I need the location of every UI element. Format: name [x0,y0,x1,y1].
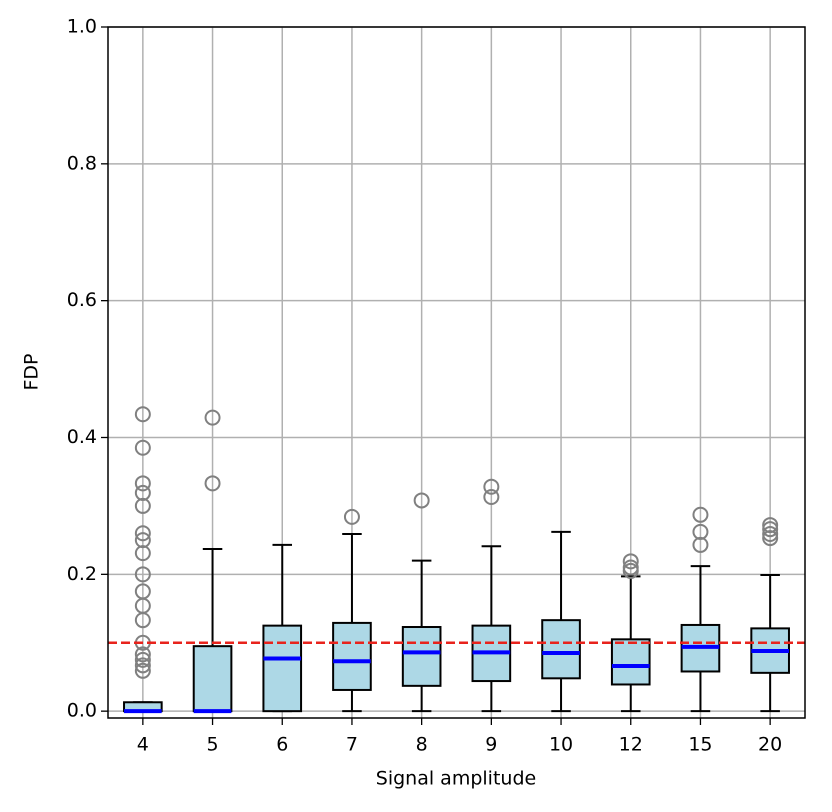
x-tick-label: 7 [346,734,358,756]
box [541,619,581,680]
flier [413,492,430,509]
box [610,638,651,686]
flier [692,536,709,553]
flier [134,657,151,674]
box [332,621,372,691]
flier [762,521,779,538]
flier [483,489,500,506]
x-tick-label: 8 [416,734,428,756]
flier [762,525,779,542]
flier [134,545,151,562]
y-tick-label: 0.8 [67,152,97,174]
box [192,645,233,713]
flier [762,517,779,534]
x-tick-label: 5 [207,734,219,756]
flier [134,646,151,663]
x-tick-label: 12 [619,734,643,756]
flier [134,406,151,423]
flier [134,484,151,501]
flier [134,566,151,583]
plot-frame [107,26,806,719]
flier [692,523,709,540]
y-tick-label: 0.6 [67,289,97,311]
flier [762,530,779,547]
y-tick-label: 0.0 [67,700,97,722]
box [401,626,442,687]
flier [692,506,709,523]
flier [134,662,151,679]
flier [134,475,151,492]
x-tick-label: 10 [549,734,573,756]
x-tick-label: 4 [137,734,149,756]
flier [134,651,151,668]
flier [134,612,151,629]
flier [622,562,639,579]
flier [204,409,221,426]
box [262,624,303,713]
y-tick-label: 1.0 [67,16,97,38]
flier [134,525,151,542]
x-tick-label: 20 [758,734,782,756]
x-tick-label: 6 [276,734,288,756]
flier [483,478,500,495]
x-axis-label: Signal amplitude [376,768,536,790]
flier [622,553,639,570]
flier [134,532,151,549]
y-tick-label: 0.2 [67,563,97,585]
x-tick-label: 15 [688,734,712,756]
x-tick-label: 9 [485,734,497,756]
flier [134,439,151,456]
y-tick-label: 0.4 [67,426,97,448]
flier [134,497,151,514]
flier [343,508,360,525]
y-axis-label: FDP [21,353,43,390]
flier [204,475,221,492]
